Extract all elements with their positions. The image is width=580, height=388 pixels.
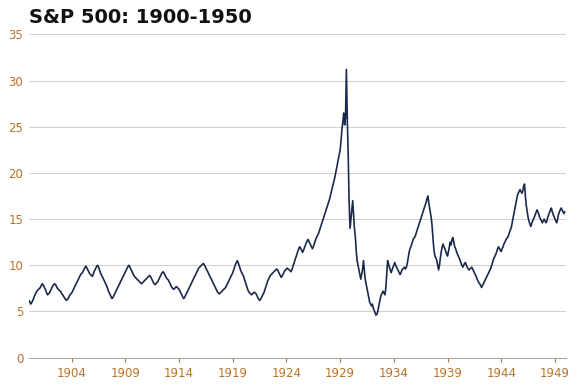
Text: S&P 500: 1900-1950: S&P 500: 1900-1950 [29,8,252,27]
